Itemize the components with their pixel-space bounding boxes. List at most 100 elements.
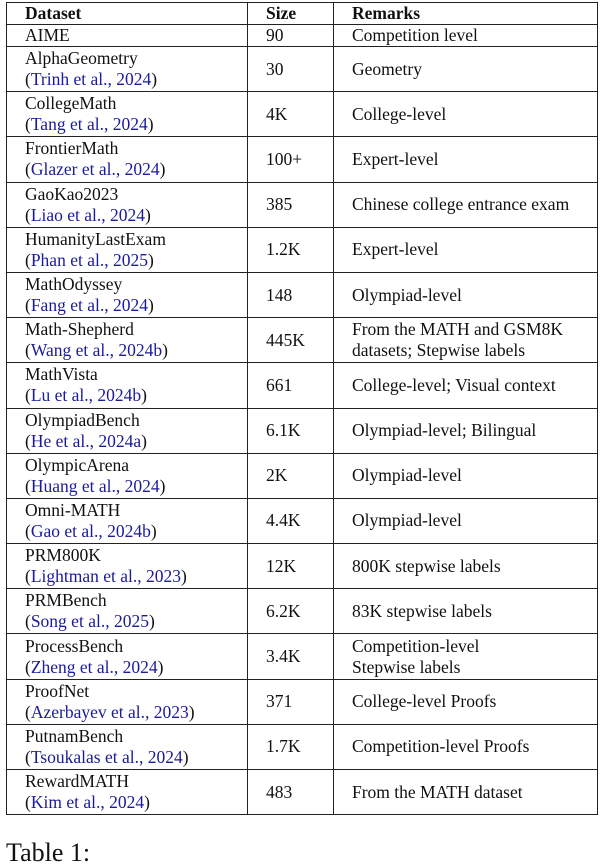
table-row: PutnamBench (Tsoukalas et al., 2024) 1.7K C… — [6, 723, 598, 771]
citation-link[interactable]: Lu et al., 2024b — [30, 385, 142, 406]
remarks-cell: Expert-level — [333, 226, 598, 273]
remarks-cell: College-level; Visual context — [333, 362, 598, 409]
table-row: AIME 90 Competition level — [6, 24, 598, 47]
citation-link[interactable]: Lightman et al., 2023 — [30, 566, 182, 587]
dataset-cell: MathOdyssey (Fang et al., 2024) — [6, 271, 248, 319]
citation-link[interactable]: Trinh et al., 2024 — [30, 69, 152, 90]
table-row: HumanityLastExam (Phan et al., 2025) 1.2K E… — [6, 226, 598, 273]
citation-link[interactable]: Huang et al., 2024 — [30, 475, 160, 496]
dataset-cell: RewardMATH (Kim et al., 2024) — [6, 768, 248, 816]
dataset-cell: FrontierMath (Glazer et al., 2024) — [6, 136, 248, 183]
size-cell: 4.4K — [247, 497, 334, 545]
size-cell: 371 — [247, 678, 334, 725]
size-cell: 148 — [247, 271, 334, 319]
remarks-text: 83K stepwise labels — [352, 600, 492, 621]
citation-link[interactable]: Tang et al., 2024 — [30, 114, 148, 135]
size-cell: 1.2K — [247, 226, 334, 273]
table-row: CollegeMath (Tang et al., 2024) 4K College-… — [6, 91, 598, 138]
dataset-cell: GaoKao2023 (Liao et al., 2024) — [6, 181, 248, 228]
remarks-text: Competition level — [352, 25, 478, 45]
table-row: AlphaGeometry (Trinh et al., 2024) 30 Geome… — [6, 45, 598, 93]
header-remarks: Remarks — [333, 2, 598, 25]
size-cell: 3.4K — [247, 633, 334, 680]
table-row: GaoKao2023 (Liao et al., 2024) 385 Chinese … — [6, 181, 598, 228]
citation-link[interactable]: Phan et al., 2025 — [30, 249, 148, 270]
dataset-cell: CollegeMath (Tang et al., 2024) — [6, 91, 248, 138]
table-row: ProofNet (Azerbayev et al., 2023) 371 Colle… — [6, 678, 598, 725]
dataset-name: FrontierMath — [25, 138, 119, 159]
citation-link[interactable]: Zheng et al., 2024 — [30, 656, 158, 677]
remarks-cell: Competition-level Proofs — [333, 723, 598, 771]
table-row: Math-Shepherd (Wang et al., 2024b) 445K Fro… — [6, 317, 598, 364]
citation-link[interactable]: He et al., 2024a — [30, 430, 142, 451]
remarks-cell: Expert-level — [333, 136, 598, 183]
remarks-cell: Chinese college entrance exam — [333, 181, 598, 228]
remarks-cell: 83K stepwise labels — [333, 588, 598, 635]
table-row: Omni-MATH (Gao et al., 2024b) 4.4K Olympiad… — [6, 497, 598, 545]
remarks-text: Expert-level — [352, 239, 439, 260]
dataset-name: Omni-MATH — [25, 499, 121, 520]
remarks-text: Chinese college entrance exam — [352, 194, 570, 215]
citation-link[interactable]: Kim et al., 2024 — [30, 792, 145, 813]
citation-link[interactable]: Azerbayev et al., 2023 — [30, 701, 189, 722]
dataset-cell: AlphaGeometry (Trinh et al., 2024) — [6, 45, 248, 93]
table-row: RewardMATH (Kim et al., 2024) 483 From the … — [6, 768, 598, 816]
header-size: Size — [247, 2, 334, 25]
dataset-name: PRMBench — [25, 590, 107, 611]
remarks-cell: 800K stepwise labels — [333, 543, 598, 590]
table-row: PRMBench (Song et al., 2025) 6.2K 83K stepw… — [6, 588, 598, 635]
dataset-name: MathOdyssey — [25, 274, 123, 295]
table-caption: Table 1: — [6, 838, 91, 867]
remarks-cell: From the MATH dataset — [333, 768, 598, 816]
citation-link[interactable]: Wang et al., 2024b — [30, 340, 163, 361]
remarks-text: From the MATH and GSM8K — [352, 319, 563, 340]
header-dataset: Dataset — [6, 2, 248, 25]
size-cell: 6.2K — [247, 588, 334, 635]
dataset-name: ProofNet — [25, 680, 90, 701]
size-cell: 1.7K — [247, 723, 334, 771]
remarks-text: Competition-level — [352, 635, 480, 656]
dataset-cell: PRMBench (Song et al., 2025) — [6, 588, 248, 635]
dataset-name: HumanityLastExam — [25, 228, 166, 249]
remarks-cell: Competition level — [333, 24, 598, 47]
remarks-text: College-level; Visual context — [352, 374, 556, 395]
citation-link[interactable]: Tsoukalas et al., 2024 — [30, 746, 183, 767]
citation-link[interactable]: Fang et al., 2024 — [30, 295, 148, 316]
remarks-text: College-level — [352, 103, 447, 124]
remarks-text: Olympiad-level — [352, 465, 462, 486]
remarks-cell: Olympiad-level — [333, 452, 598, 499]
table-row: MathVista (Lu et al., 2024b) 661 College-le… — [6, 362, 598, 409]
dataset-cell: ProofNet (Azerbayev et al., 2023) — [6, 678, 248, 725]
dataset-cell: HumanityLastExam (Phan et al., 2025) — [6, 226, 248, 273]
table-row: ProcessBench (Zheng et al., 2024) 3.4K Comp… — [6, 633, 598, 680]
remarks-text: Competition-level Proofs — [352, 736, 530, 757]
remarks-text: From the MATH dataset — [352, 781, 523, 802]
size-cell: 6.1K — [247, 407, 334, 454]
table-row: OlympiadBench (He et al., 2024a) 6.1K Olymp… — [6, 407, 598, 454]
header-row: Dataset Size Remarks — [6, 2, 598, 25]
citation-link[interactable]: Song et al., 2025 — [30, 611, 149, 632]
remarks-text: 800K stepwise labels — [352, 555, 501, 576]
citation-link[interactable]: Gao et al., 2024b — [30, 520, 151, 541]
dataset-name: AIME — [25, 25, 70, 45]
size-cell: 100+ — [247, 136, 334, 183]
dataset-name: OlympiadBench — [25, 409, 140, 430]
remarks-cell: From the MATH and GSM8K datasets; Stepwis… — [333, 317, 598, 364]
size-cell: 90 — [247, 24, 334, 47]
dataset-name: Math-Shepherd — [25, 319, 134, 340]
remarks-text: Olympiad-level; Bilingual — [352, 420, 537, 441]
remarks-text: Stepwise labels — [352, 656, 461, 677]
citation-link[interactable]: Glazer et al., 2024 — [30, 159, 160, 180]
dataset-cell: ProcessBench (Zheng et al., 2024) — [6, 633, 248, 680]
remarks-cell: Olympiad-level; Bilingual — [333, 407, 598, 454]
table-row: PRM800K (Lightman et al., 2023) 12K 800K st… — [6, 543, 598, 590]
citation-link[interactable]: Liao et al., 2024 — [30, 204, 146, 225]
size-cell: 12K — [247, 543, 334, 590]
remarks-cell: Competition-level Stepwise labels — [333, 633, 598, 680]
size-cell: 445K — [247, 317, 334, 364]
dataset-cell: PRM800K (Lightman et al., 2023) — [6, 543, 248, 590]
size-cell: 30 — [247, 45, 334, 93]
table-row: MathOdyssey (Fang et al., 2024) 148 Olympia… — [6, 271, 598, 319]
remarks-cell: Geometry — [333, 45, 598, 93]
size-cell: 385 — [247, 181, 334, 228]
